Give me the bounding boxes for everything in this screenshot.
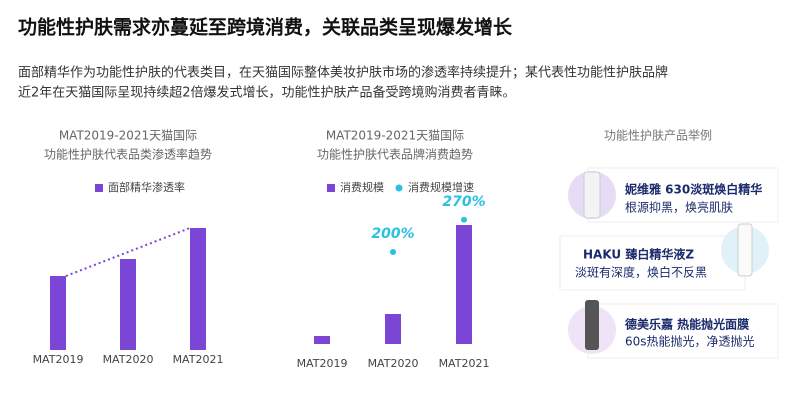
legend-swatch — [327, 184, 335, 192]
x-tick-label: MAT2020 — [368, 357, 419, 370]
x-tick-label: MAT2020 — [103, 353, 154, 366]
product-desc: 60s热能抛光，净透抛光 — [625, 334, 755, 349]
legend-label: 消费规模增速 — [408, 180, 474, 194]
bar — [385, 314, 401, 344]
product-name: 德美乐嘉 热能抛光面膜 — [625, 317, 749, 332]
product-desc: 淡斑有深度，焕白不反黑 — [575, 265, 707, 280]
product-image — [737, 223, 753, 277]
legend-label: 消费规模 — [340, 180, 384, 194]
product-name: 妮维雅 630淡斑焕白精华 — [624, 182, 762, 197]
x-tick-label: MAT2021 — [173, 353, 224, 366]
card — [559, 235, 746, 291]
chart-title: 功能性护肤代表品牌消费趋势 — [317, 147, 473, 162]
product-name: HAKU 臻白精华液Z — [583, 247, 694, 262]
legend-swatch — [395, 184, 403, 192]
card — [587, 167, 779, 223]
product-image — [585, 300, 599, 350]
bar — [190, 228, 206, 350]
x-tick-label: MAT2019 — [33, 353, 84, 366]
x-tick-label: MAT2021 — [439, 357, 490, 370]
slide-title: 功能性护肤需求亦蔓延至跨境消费，关联品类呈现爆发增长 — [18, 16, 513, 39]
chart-title: 功能性护肤代表品类渗透率趋势 — [44, 147, 212, 162]
legend-swatch — [95, 184, 103, 192]
bar — [314, 336, 330, 344]
product-image — [583, 171, 601, 219]
product-desc: 根源抑黑，焕亮肌肤 — [625, 200, 733, 215]
x-tick-label: MAT2019 — [297, 357, 348, 370]
bar — [50, 276, 66, 350]
paragraph-line: 面部精华作为功能性护肤的代表类目，在天猫国际整体美妆护肤市场的渗透率持续提升；某… — [18, 65, 668, 81]
paragraph-line: 近2年在天猫国际呈现持续超2倍爆发式增长，功能性护肤产品备受跨境购消费者青睐。 — [18, 85, 516, 101]
trend-line — [65, 227, 191, 277]
growth-label: 270% — [442, 194, 485, 210]
bar — [456, 225, 472, 344]
legend-label: 面部精华渗透率 — [108, 180, 185, 194]
chart-title: MAT2019-2021天猫国际 — [59, 129, 197, 143]
chart-title: MAT2019-2021天猫国际 — [326, 129, 464, 143]
product-cards — [559, 167, 779, 359]
growth-label: 200% — [371, 226, 414, 242]
growth-dot — [390, 249, 396, 255]
growth-dot — [461, 216, 467, 223]
card — [587, 303, 779, 359]
products-title: 功能性护肤产品举例 — [604, 128, 712, 143]
bar — [120, 259, 136, 350]
